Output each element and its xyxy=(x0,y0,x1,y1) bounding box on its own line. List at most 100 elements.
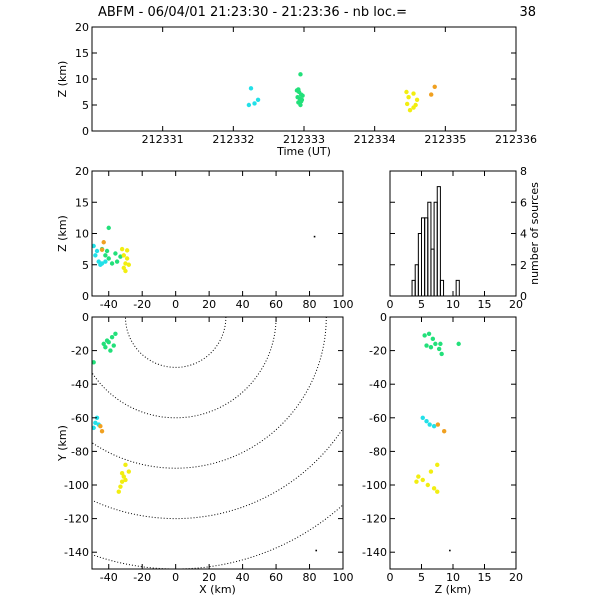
source-point xyxy=(414,479,419,484)
source-point xyxy=(118,254,123,259)
source-point xyxy=(103,259,108,264)
x-tick-label: -20 xyxy=(133,571,151,584)
source-point xyxy=(432,84,437,90)
source-point xyxy=(406,95,411,100)
source-point xyxy=(298,99,304,104)
source-point xyxy=(99,429,105,434)
y-tick-label: -80 xyxy=(71,445,89,458)
axes-frame xyxy=(91,316,344,570)
axes-frame xyxy=(389,316,517,570)
y-tick-label: -120 xyxy=(362,513,387,526)
y-tick-label: 0 xyxy=(82,290,89,303)
x-tick-label: 10 xyxy=(446,298,460,311)
source-point xyxy=(98,424,103,429)
source-point xyxy=(435,489,440,494)
source-point xyxy=(123,462,128,468)
source-point xyxy=(315,549,318,552)
x-tick-label: 20 xyxy=(202,298,216,311)
x-tick-label: 20 xyxy=(202,571,216,584)
source-point xyxy=(298,102,303,108)
source-point xyxy=(94,415,100,420)
source-point xyxy=(106,256,111,261)
histogram-bin xyxy=(455,279,460,296)
y-axis-label: Y (km) xyxy=(56,425,69,462)
source-point xyxy=(255,97,261,103)
source-point xyxy=(428,345,434,350)
source-point xyxy=(92,243,96,249)
x-tick-label: 15 xyxy=(478,571,492,584)
panel-x-y: -40 -20 0 20 40 60 80 100 0 -20 -40 -60 -80 -100 -120 -… xyxy=(56,311,354,596)
source-point xyxy=(441,429,447,434)
source-point xyxy=(126,262,132,267)
source-point xyxy=(99,247,105,252)
source-point xyxy=(427,422,432,427)
source-point xyxy=(114,259,120,264)
y-axis-label: Z (km) xyxy=(56,215,69,252)
source-point xyxy=(92,425,96,431)
y-tick-label: 15 xyxy=(75,47,89,60)
x-tick-label: 60 xyxy=(269,298,283,311)
panel-time-height: 212331 212332 212333 212334 212335 212336 0 5 10… xyxy=(56,21,537,158)
plot-area xyxy=(414,331,461,552)
source-point xyxy=(93,253,98,258)
y-tick-label: 4 xyxy=(520,228,527,241)
source-point xyxy=(435,422,441,427)
source-point xyxy=(101,341,106,347)
source-point xyxy=(98,262,103,267)
source-point xyxy=(431,486,437,491)
source-point xyxy=(422,333,427,338)
source-point xyxy=(424,418,429,424)
y-tick-label: -120 xyxy=(64,513,89,526)
source-point xyxy=(113,331,118,336)
source-point xyxy=(404,101,410,107)
x-axis-label: Z (km) xyxy=(435,583,472,596)
y-tick-label: -60 xyxy=(71,412,89,425)
x-tick-label: 80 xyxy=(303,298,317,311)
x-tick-label: 100 xyxy=(333,298,354,311)
y-tick-label: -100 xyxy=(64,479,89,492)
y-tick-label: 0 xyxy=(380,311,387,324)
source-point xyxy=(431,424,437,429)
x-tick-label: 60 xyxy=(269,571,283,584)
y-tick-label: 0 xyxy=(520,290,527,303)
source-point xyxy=(428,469,434,474)
source-point xyxy=(123,268,128,274)
y-tick-label: -80 xyxy=(369,445,387,458)
y-tick-label: 5 xyxy=(82,99,89,112)
source-point xyxy=(108,348,113,353)
y-axis-label: Z (km) xyxy=(56,61,69,98)
location-count: 38 xyxy=(519,5,536,20)
x-tick-label: 20 xyxy=(509,571,523,584)
source-point xyxy=(298,72,303,77)
y-tick-label: -140 xyxy=(362,546,387,559)
panels: 212331 212332 212333 212334 212335 212336 0 5 10… xyxy=(56,21,542,596)
y-tick-label: -60 xyxy=(369,412,387,425)
source-point xyxy=(126,469,132,474)
source-point xyxy=(413,102,418,108)
y-tick-label: -20 xyxy=(71,345,89,358)
plot-area xyxy=(92,225,316,274)
y-tick-label: 10 xyxy=(75,73,89,86)
source-point xyxy=(123,477,128,483)
source-point xyxy=(439,351,444,357)
x-tick-label: 100 xyxy=(333,571,354,584)
x-tick-label: 10 xyxy=(446,571,460,584)
x-tick-label: 212333 xyxy=(283,133,325,146)
source-point xyxy=(121,474,126,479)
x-tick-label: 15 xyxy=(478,298,492,311)
x-tick-label: -40 xyxy=(100,298,118,311)
source-point xyxy=(113,251,118,256)
source-point xyxy=(119,479,125,484)
x-axis-label: Time (UT) xyxy=(276,145,331,158)
plot-area xyxy=(246,72,437,113)
y-tick-label: -20 xyxy=(369,345,387,358)
y-tick-label: 20 xyxy=(75,21,89,34)
source-point xyxy=(106,225,111,231)
source-point xyxy=(404,89,409,95)
y-tick-label: 0 xyxy=(82,125,89,138)
x-tick-label: 5 xyxy=(418,571,425,584)
x-tick-label: 212334 xyxy=(354,133,396,146)
panel-x-z: -40 -20 0 20 40 60 80 100 0 5 10 15 20 Z (km) xyxy=(56,165,354,311)
plot-area xyxy=(411,186,460,296)
